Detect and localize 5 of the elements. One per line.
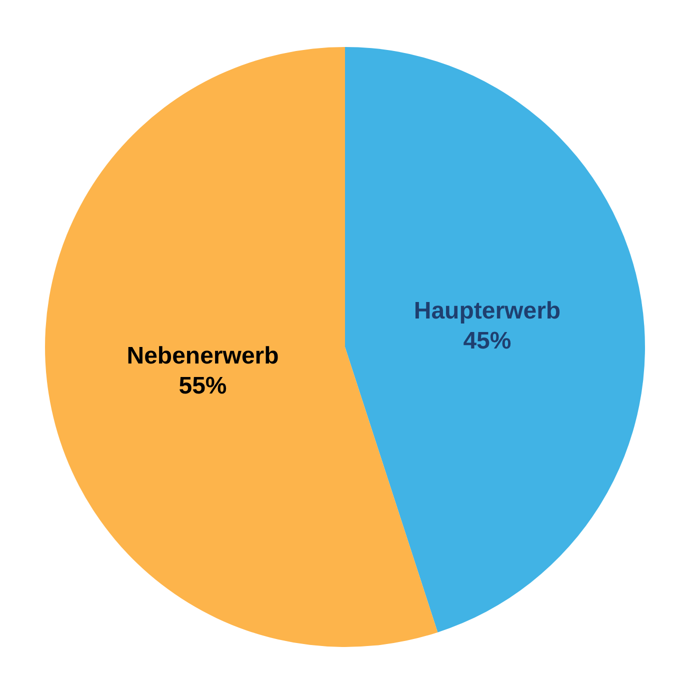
pie-slice: [345, 47, 645, 632]
data-label: 55%: [178, 372, 227, 400]
data-label: 45%: [463, 327, 512, 354]
slice-label: Haupterwerb: [414, 297, 561, 324]
slice-label: Nebenerwerb: [126, 342, 279, 370]
